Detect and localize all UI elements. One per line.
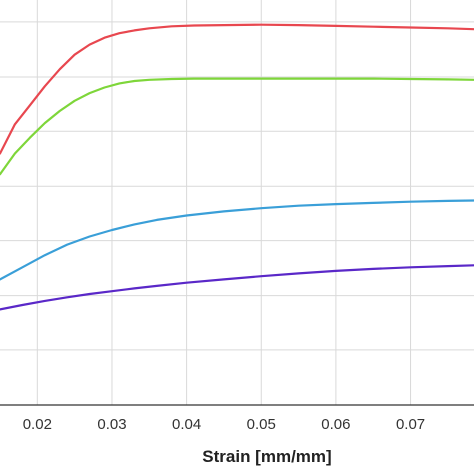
series-line-2 bbox=[0, 77, 474, 176]
x-tick-label: 0.07 bbox=[396, 416, 425, 433]
x-tick-label: 0.04 bbox=[172, 416, 201, 433]
series-layer bbox=[0, 23, 474, 311]
x-tick-labels: 0.02 0.03 0.04 0.05 0.06 0.07 bbox=[23, 416, 425, 433]
series-line-3 bbox=[0, 199, 474, 281]
x-tick-label: 0.06 bbox=[321, 416, 350, 433]
x-tick-label: 0.05 bbox=[247, 416, 276, 433]
x-tick-label: 0.02 bbox=[23, 416, 52, 433]
series-line-1 bbox=[0, 23, 474, 155]
x-tick-label: 0.03 bbox=[97, 416, 126, 433]
x-axis-title: Strain [mm/mm] bbox=[202, 447, 331, 466]
series-line-4 bbox=[0, 264, 474, 311]
